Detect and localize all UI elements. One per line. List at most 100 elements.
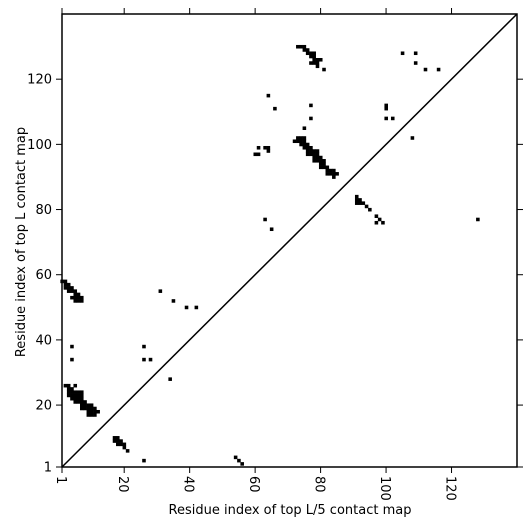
contact-point	[76, 396, 81, 401]
contact-point	[194, 305, 199, 310]
contact-point	[73, 396, 78, 401]
contact-point	[89, 409, 94, 414]
contact-point	[302, 142, 307, 147]
contact-point	[70, 396, 74, 401]
contact-point	[66, 387, 71, 391]
contact-point	[86, 409, 91, 414]
contact-point	[112, 439, 117, 443]
contact-point	[302, 139, 307, 144]
contact-point	[296, 139, 300, 144]
contact-point	[184, 305, 189, 310]
contact-point	[312, 149, 316, 153]
contact-point	[76, 292, 81, 297]
contact-point	[296, 44, 300, 49]
contact-point	[302, 44, 307, 49]
contact-point	[122, 442, 127, 447]
contact-point	[112, 436, 117, 440]
contact-point	[332, 172, 336, 176]
contact-point	[309, 152, 313, 157]
contact-point	[322, 67, 326, 72]
contact-point	[80, 396, 84, 401]
contact-point	[318, 159, 323, 163]
contact-point	[122, 445, 127, 450]
contact-point	[305, 142, 310, 147]
contact-point	[66, 383, 71, 388]
contact-point	[80, 295, 84, 300]
x-tick-label: 40	[181, 476, 196, 493]
contact-point	[315, 152, 320, 157]
y-tick-label: 60	[35, 268, 52, 283]
contact-point	[148, 357, 153, 362]
contact-point	[66, 390, 71, 394]
y-tick-label: 100	[27, 138, 52, 153]
contact-point	[335, 172, 339, 176]
contact-point	[80, 400, 84, 404]
contact-point	[73, 383, 78, 388]
contact-point	[413, 51, 418, 56]
contact-point	[266, 93, 271, 98]
contact-point	[305, 152, 310, 157]
x-axis-ticks: 1 20 40 60 80 100 120	[53, 8, 458, 501]
contact-point	[315, 159, 320, 163]
contact-point	[266, 149, 271, 153]
contact-point	[299, 139, 303, 144]
contact-point	[309, 51, 313, 56]
contact-point	[96, 409, 100, 414]
contact-point	[256, 145, 261, 150]
contact-point	[328, 172, 333, 176]
contact-point	[73, 295, 78, 300]
contact-point	[66, 393, 71, 398]
contact-point	[63, 383, 68, 388]
contact-point	[63, 282, 68, 287]
contact-point	[66, 289, 71, 293]
contact-point	[377, 217, 382, 222]
contact-point	[76, 299, 81, 303]
contact-point	[322, 162, 326, 166]
contact-point	[299, 142, 303, 147]
contact-point	[361, 201, 366, 205]
contact-point	[119, 442, 123, 447]
contact-point	[302, 126, 307, 130]
contact-point	[318, 155, 323, 160]
contact-point	[237, 458, 241, 463]
contact-point	[70, 393, 74, 398]
contact-point	[322, 165, 326, 170]
contact-point	[354, 201, 359, 205]
contact-point	[312, 61, 316, 65]
contact-point	[269, 227, 274, 232]
contact-point	[302, 136, 307, 140]
contact-point	[76, 390, 81, 394]
contact-point	[476, 217, 480, 222]
contact-point	[302, 48, 307, 52]
contact-point	[116, 442, 120, 447]
contact-point	[263, 217, 267, 222]
contact-point	[312, 58, 316, 62]
contact-point	[89, 403, 94, 408]
contact-point	[436, 67, 441, 72]
contact-point	[70, 295, 74, 300]
contact-point	[66, 282, 71, 287]
contact-point	[266, 145, 271, 150]
contact-point	[390, 116, 395, 121]
contact-point	[89, 413, 94, 417]
diagonal-line	[61, 13, 518, 468]
x-tick-label: 80	[312, 476, 327, 493]
contact-point	[358, 201, 362, 205]
contact-point	[60, 279, 64, 284]
contact-point	[302, 145, 307, 150]
contact-point	[384, 106, 388, 111]
contact-point	[318, 58, 323, 62]
contact-point	[322, 159, 326, 163]
contact-point	[70, 344, 74, 349]
contact-point	[76, 393, 81, 398]
contact-point	[73, 400, 78, 404]
contact-point	[315, 64, 320, 69]
contact-point	[315, 155, 320, 160]
points-layer	[60, 44, 480, 466]
contact-point	[70, 286, 74, 290]
y-tick-label: 40	[35, 333, 52, 348]
y-axis-label: Residue index of top L contact map	[14, 127, 29, 357]
contact-point	[89, 406, 94, 411]
contact-point	[63, 286, 68, 290]
